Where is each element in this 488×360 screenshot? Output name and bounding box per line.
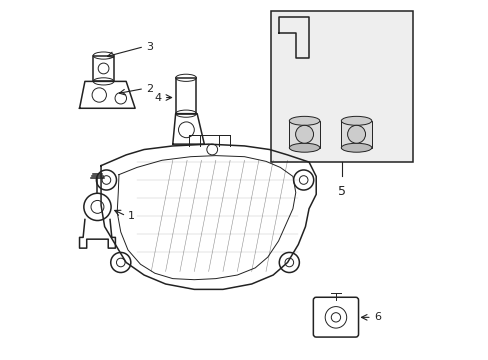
- Ellipse shape: [341, 116, 371, 125]
- Bar: [93, 55, 114, 81]
- Text: 4: 4: [155, 93, 162, 103]
- Bar: [341, 121, 371, 148]
- Circle shape: [295, 125, 313, 143]
- Ellipse shape: [289, 143, 319, 152]
- Text: 1: 1: [128, 211, 135, 221]
- Circle shape: [347, 125, 365, 143]
- Bar: [289, 121, 319, 148]
- Text: 5: 5: [338, 185, 346, 198]
- Text: 6: 6: [373, 312, 381, 322]
- Text: 2: 2: [145, 84, 153, 94]
- Bar: [175, 78, 196, 114]
- Ellipse shape: [341, 143, 371, 152]
- Ellipse shape: [289, 116, 319, 125]
- Bar: [271, 12, 412, 162]
- Text: 3: 3: [145, 42, 153, 51]
